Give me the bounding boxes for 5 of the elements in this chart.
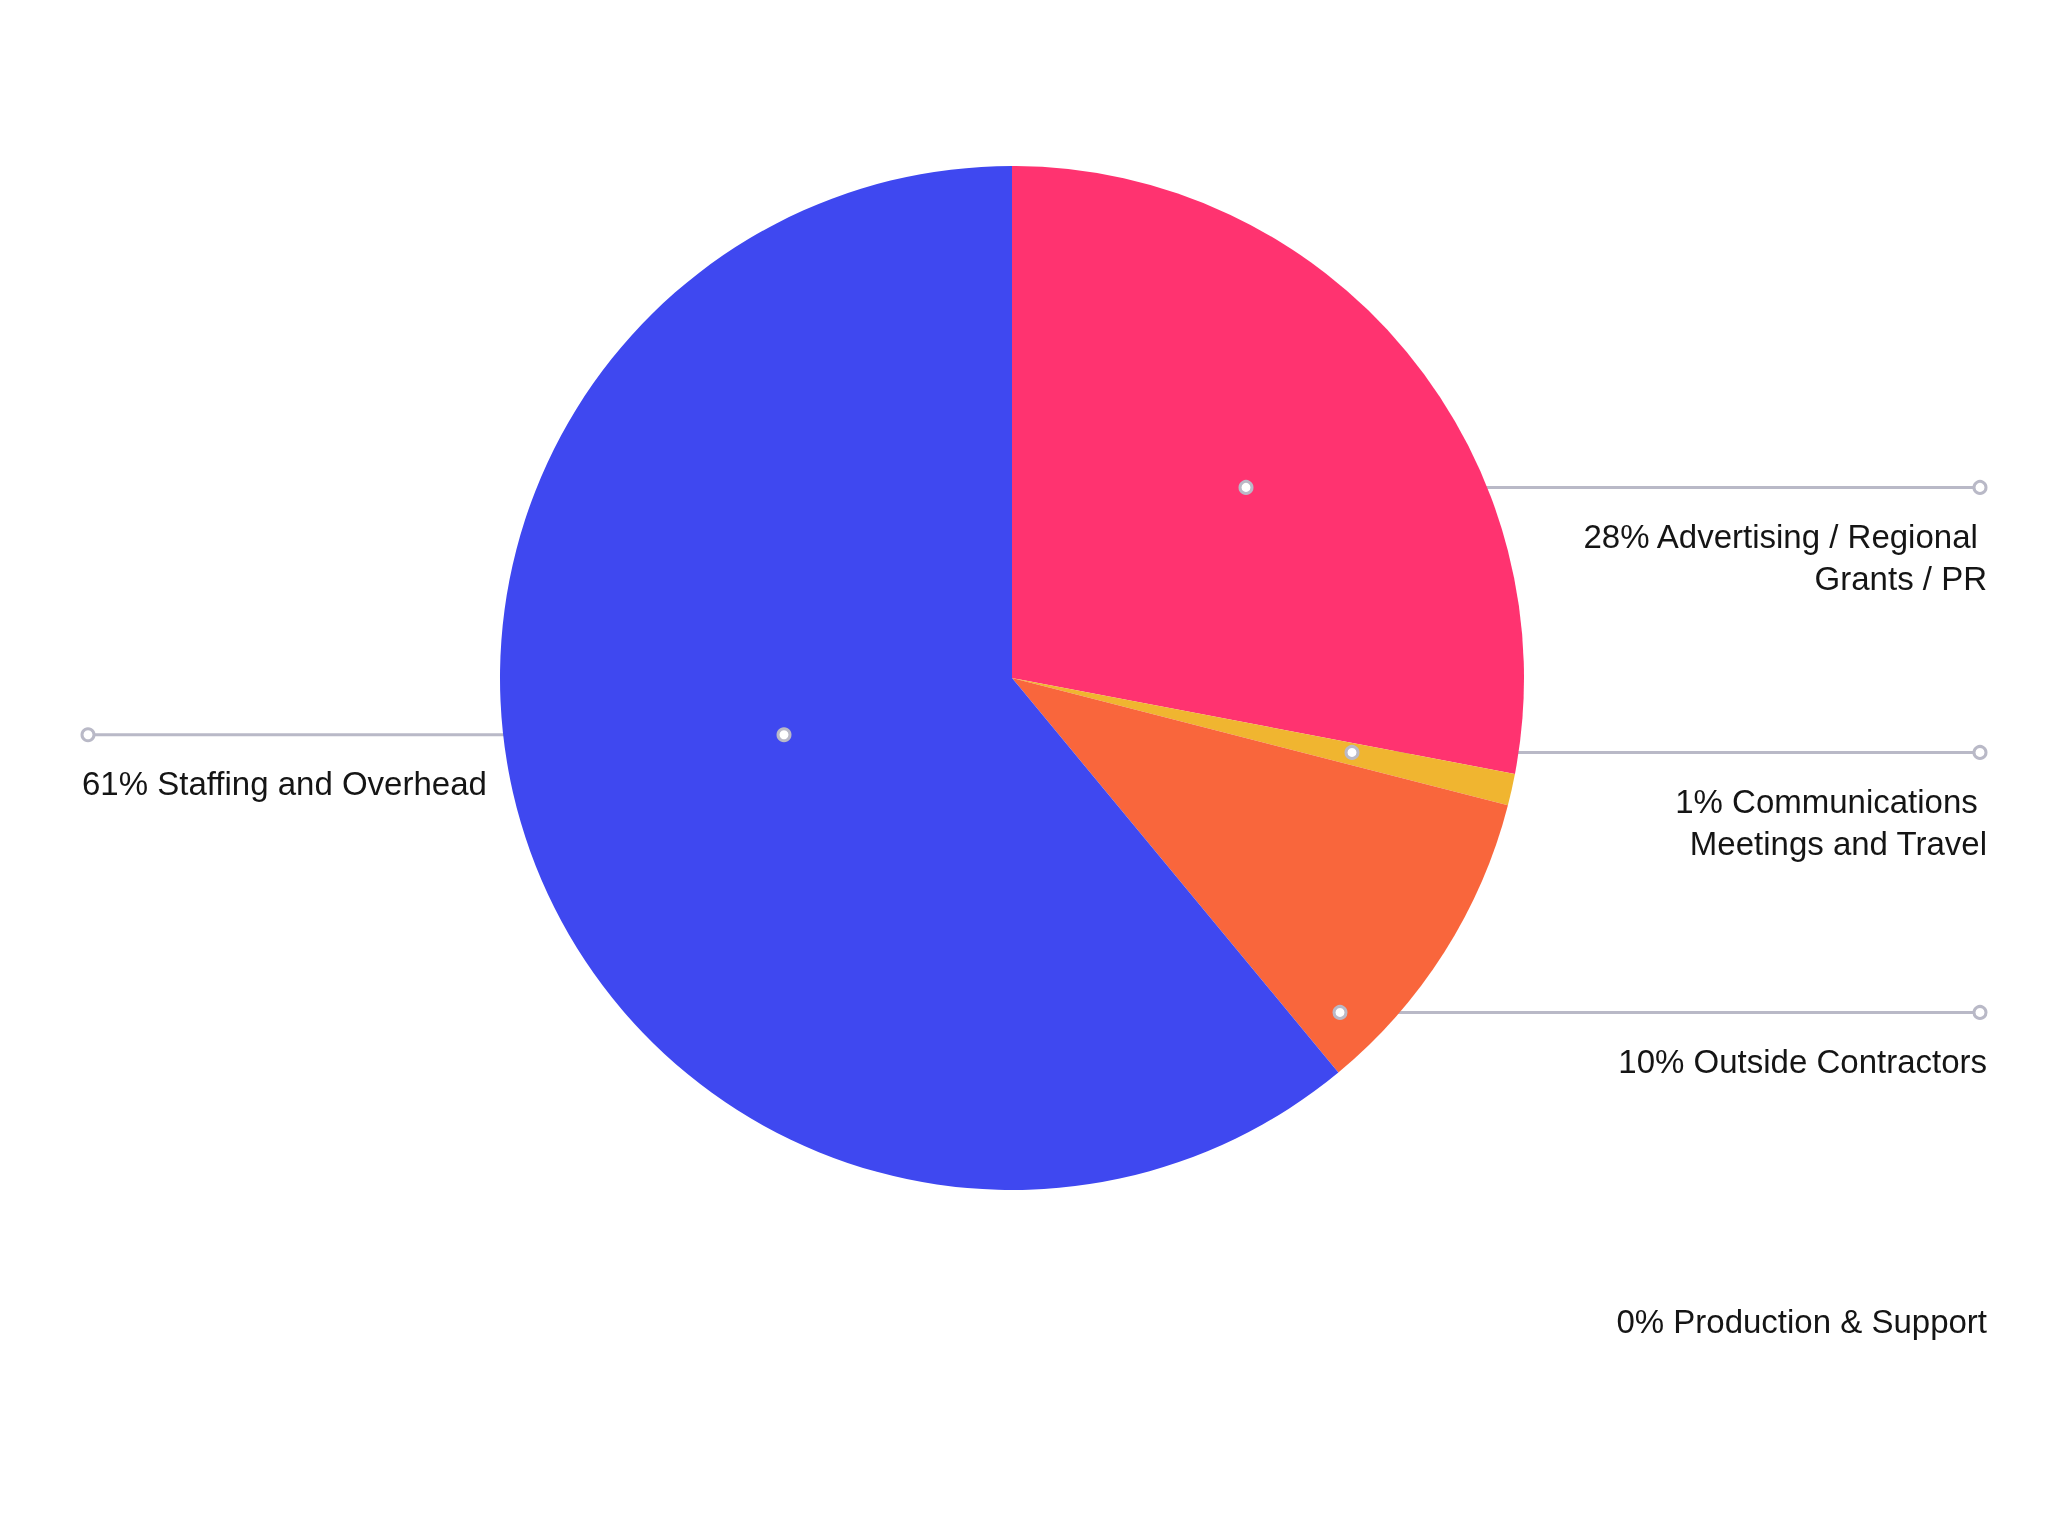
slice-label: 61% Staffing and Overhead xyxy=(82,765,487,803)
text: 0% Production & Support xyxy=(1616,1302,1987,1340)
slice-label: 10% Outside Contractors xyxy=(1618,1042,1987,1080)
slice-label: 1% Communications Meetings and Travel xyxy=(1675,782,1987,862)
slice-label: 28% Advertising / Regional Grants / PR xyxy=(1583,517,1987,597)
